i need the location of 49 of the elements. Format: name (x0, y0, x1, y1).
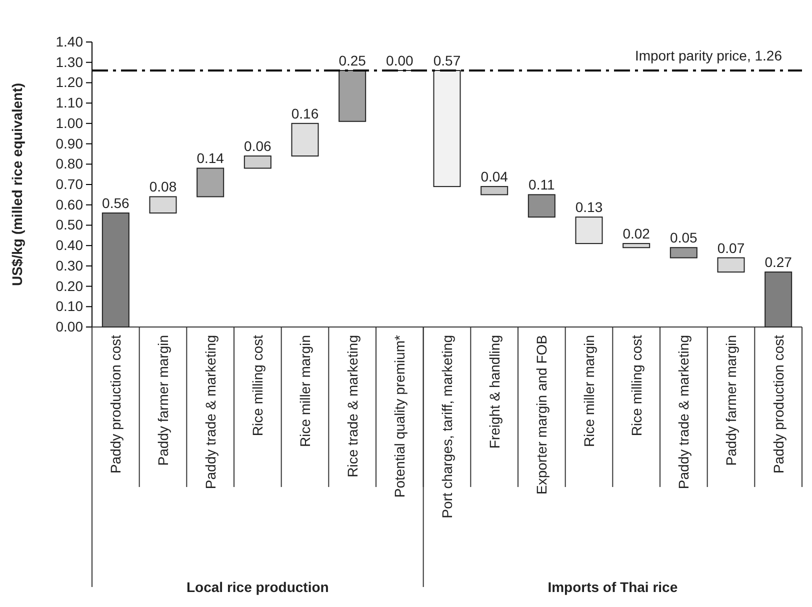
data-label: 0.27 (764, 254, 792, 270)
y-tick-label: 0.00 (56, 318, 84, 334)
x-tick-label: Freight & handling (486, 335, 502, 449)
y-tick-label: 0.20 (56, 278, 84, 294)
x-tick-label: Paddy production cost (108, 334, 124, 474)
data-label: 0.16 (291, 105, 319, 122)
x-tick-label: Paddy production cost (770, 334, 786, 474)
y-tick-label: 1.00 (56, 114, 84, 131)
ref-line-label: Import parity price, 1.26 (634, 48, 782, 64)
data-label: 0.08 (149, 178, 177, 195)
data-label: 0.02 (622, 226, 650, 242)
x-tick-label: Rice miller margin (297, 335, 313, 448)
x-tick-label: Paddy trade & marketing (676, 335, 692, 490)
y-tick-label: 0.70 (56, 176, 84, 192)
x-tick-label: Rice miller margin (581, 335, 597, 448)
x-tick-label: Exporter margin and FOB (534, 335, 550, 495)
y-tick-label: 1.40 (56, 33, 84, 50)
data-label: 0.14 (196, 150, 224, 166)
y-tick-label: 0.50 (56, 216, 84, 233)
data-label: 0.04 (480, 168, 508, 185)
x-tick-label: Rice milling cost (628, 334, 644, 436)
x-tick-label: Rice trade & marketing (344, 335, 360, 478)
text: Imports of Thai rice (548, 579, 678, 595)
y-tick-label: 0.90 (56, 135, 84, 152)
data-label: 0.11 (528, 176, 555, 193)
data-label: 0.56 (102, 195, 130, 211)
x-tick-label: Paddy farmer margin (155, 335, 171, 466)
x-tick-label: Rice milling cost (250, 334, 266, 436)
x-tick-label: Port charges, tariff, marketing (439, 335, 455, 518)
y-tick-label: 1.10 (56, 94, 84, 111)
x-tick-label: Paddy farmer margin (723, 335, 739, 466)
text: Local rice production (186, 579, 329, 595)
data-label: 0.13 (575, 199, 603, 216)
data-label: 0.06 (244, 138, 272, 154)
y-tick-label: 0.30 (56, 257, 84, 274)
y-tick-label: 0.10 (56, 298, 84, 314)
y-tick-label: 1.30 (56, 54, 84, 70)
data-label: 0.57 (433, 52, 461, 68)
data-label: 0.25 (338, 52, 366, 68)
x-tick-label: Potential quality premium* (392, 334, 408, 498)
y-axis-title: US$/kg (milled rice equivalent) (9, 82, 25, 286)
data-label: 0.05 (670, 230, 698, 246)
data-label: 0.07 (717, 240, 745, 256)
y-tick-label: 0.40 (56, 237, 84, 254)
data-label: 0.00 (386, 52, 414, 68)
y-tick-label: 1.20 (56, 74, 84, 90)
x-tick-label: Paddy trade & marketing (202, 335, 218, 490)
y-tick-label: 0.80 (56, 156, 84, 172)
y-tick-label: 0.60 (56, 196, 84, 212)
